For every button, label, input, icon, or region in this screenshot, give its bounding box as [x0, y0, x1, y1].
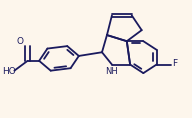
Text: O: O — [17, 37, 24, 46]
Text: HO: HO — [2, 67, 16, 76]
Text: F: F — [172, 59, 177, 68]
Text: NH: NH — [105, 67, 118, 76]
